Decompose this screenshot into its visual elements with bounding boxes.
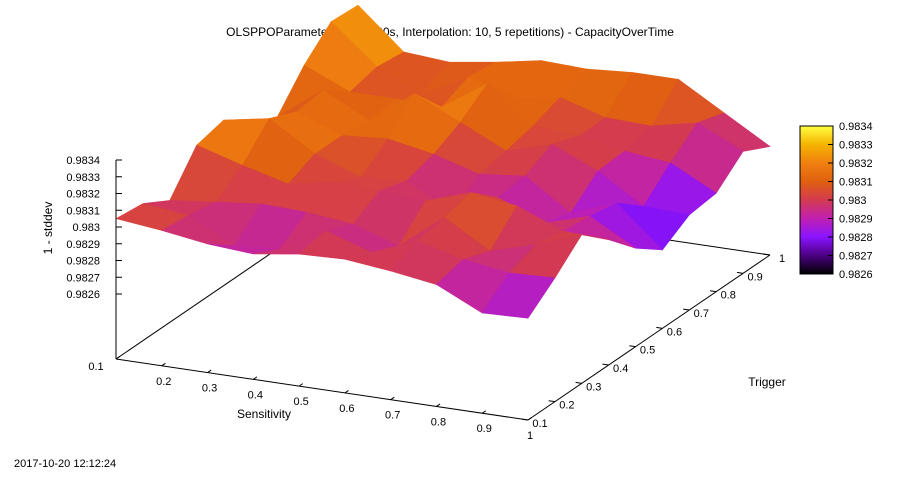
x-tick-label: 0.2 xyxy=(156,376,171,388)
timestamp: 2017-10-20 12:12:24 xyxy=(14,458,117,470)
z-tick-label: 0.983 xyxy=(72,222,100,234)
colorbar-tick-label: 0.9827 xyxy=(839,251,873,263)
colorbar-tick-label: 0.9831 xyxy=(839,177,873,189)
x-tick xyxy=(527,417,532,421)
y-tick xyxy=(602,363,609,366)
x-tick-label: 1 xyxy=(527,430,533,442)
x-tick xyxy=(344,390,349,394)
y-tick-label: 0.6 xyxy=(667,326,682,338)
surface-layer xyxy=(115,4,771,319)
y-axis-label: Trigger xyxy=(748,375,786,389)
x-tick-label: 0.6 xyxy=(339,403,354,415)
y-tick xyxy=(736,271,744,274)
y-tick xyxy=(629,345,636,348)
colorbar-tick-label: 0.983 xyxy=(839,195,867,207)
colorbar-tick-label: 0.9826 xyxy=(839,269,873,281)
z-axis-label: 1 - stddev xyxy=(41,202,55,255)
y-tick-label: 0.7 xyxy=(694,308,709,320)
x-tick-label: 0.4 xyxy=(248,389,263,401)
z-tick-label: 0.9829 xyxy=(66,239,100,251)
z-axis-layer: 0.9826 0.9827 0.9828 0.9829 0.983 0.9831 0.983… xyxy=(66,155,122,359)
x-tick xyxy=(298,383,304,387)
x-tick-label: 0.3 xyxy=(202,383,217,395)
z-tick-label: 0.9831 xyxy=(66,205,100,217)
colorbar-tick-label: 0.9833 xyxy=(839,140,873,152)
y-axis-line xyxy=(527,254,771,421)
colorbar-tick-label: 0.9834 xyxy=(839,121,873,133)
y-tick xyxy=(575,381,582,384)
z-tick-label: 0.9832 xyxy=(66,189,100,201)
y-tick-label: 0.5 xyxy=(640,345,655,357)
y-tick xyxy=(548,400,555,403)
y-tick xyxy=(683,308,690,311)
x-tick xyxy=(390,396,395,401)
y-tick-label: 1 xyxy=(779,253,785,265)
axes-layer: 0.10.20.30.40.50.60.70.80.910.10.20.30.4… xyxy=(88,193,785,442)
z-tick-label: 0.9833 xyxy=(66,172,100,184)
x-tick-label: 0.9 xyxy=(477,423,492,435)
y-tick-label: 0.8 xyxy=(721,290,736,302)
colorbar-layer: 0.9826 0.9827 0.9828 0.9829 0.983 0.9831 0.983… xyxy=(799,121,873,281)
chart-title: OLSPPOParameterStudy (180s, Interpolatio… xyxy=(226,25,674,39)
x-tick xyxy=(207,369,212,373)
y-tick xyxy=(656,326,663,329)
y-tick xyxy=(763,253,771,256)
y-tick-label: 0.4 xyxy=(613,363,628,375)
colorbar xyxy=(799,125,834,275)
x-tick xyxy=(436,403,441,407)
y-tick xyxy=(709,290,717,293)
y-tick-label: 0.1 xyxy=(532,418,547,430)
x-tick-label: 0.1 xyxy=(88,361,103,373)
colorbar-tick-label: 0.9829 xyxy=(839,214,873,226)
x-tick-label: 0.8 xyxy=(431,416,446,428)
surface-patch xyxy=(481,272,556,319)
x-tick xyxy=(161,362,166,367)
y-tick-label: 0.9 xyxy=(747,271,762,283)
x-axis-label: Sensitivity xyxy=(237,407,291,421)
z-tick-label: 0.9834 xyxy=(66,155,100,167)
x-tick-label: 0.7 xyxy=(385,410,400,422)
z-tick-label: 0.9828 xyxy=(66,256,100,268)
z-tick-label: 0.9827 xyxy=(66,272,100,284)
x-tick xyxy=(115,356,120,360)
colorbar-tick-label: 0.9832 xyxy=(839,158,873,170)
x-tick xyxy=(481,410,487,414)
z-tick-label: 0.9826 xyxy=(66,289,100,301)
y-tick-label: 0.2 xyxy=(559,400,574,412)
x-tick xyxy=(253,376,258,380)
colorbar-tick-label: 0.9828 xyxy=(839,232,873,244)
y-tick-label: 0.3 xyxy=(586,381,601,393)
x-axis-line xyxy=(115,358,529,421)
y-tick xyxy=(521,418,529,421)
x-tick-label: 0.5 xyxy=(293,396,308,408)
